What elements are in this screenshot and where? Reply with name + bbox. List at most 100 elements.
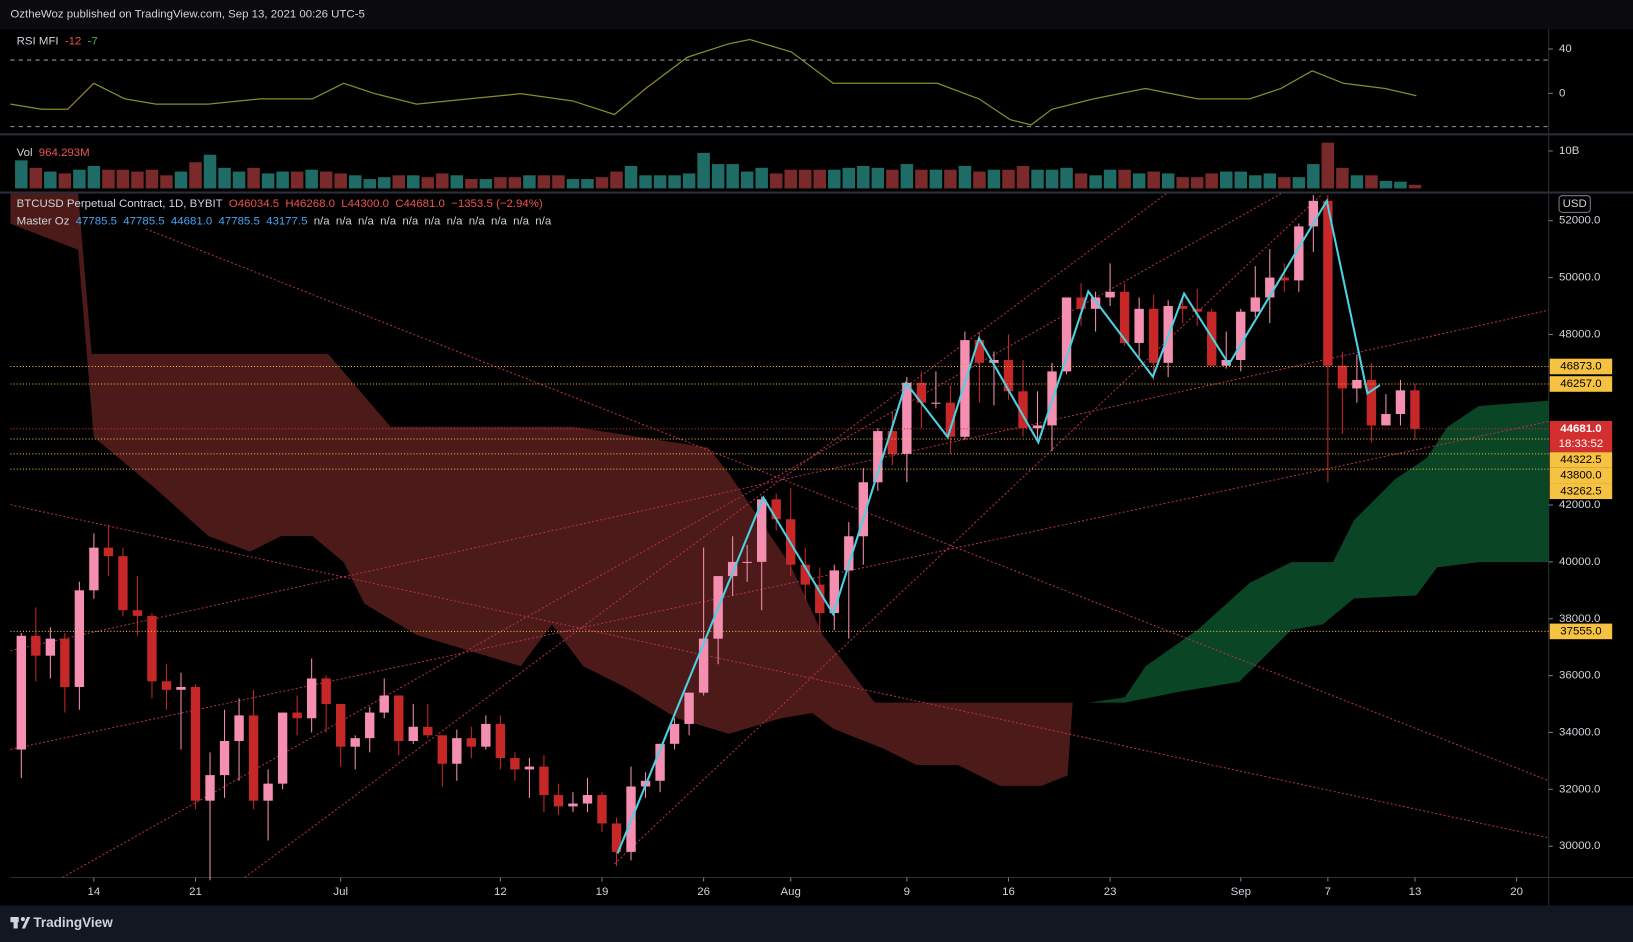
- candle-body: [1032, 425, 1043, 429]
- candle-body: [132, 610, 143, 616]
- y-tick-label: 34000.0: [1559, 726, 1600, 738]
- indicator-name: Master Oz: [17, 216, 70, 228]
- volume-bar: [1263, 173, 1277, 189]
- volume-bar: [450, 175, 464, 189]
- level-label: 44322.5: [1560, 454, 1601, 466]
- volume-bar: [566, 179, 580, 189]
- oscillator-line: [10, 38, 1417, 126]
- volume-bar: [276, 171, 289, 189]
- volume-bar: [1219, 171, 1233, 189]
- volume-bar: [697, 152, 710, 189]
- volume-bar: [334, 173, 347, 189]
- volume-bar: [1118, 169, 1131, 189]
- volume-bar: [1336, 167, 1349, 189]
- volume-bar: [813, 169, 827, 189]
- volume-bar: [392, 175, 406, 189]
- candle-body: [524, 766, 535, 770]
- volume-bar: [828, 169, 841, 189]
- candle-body: [727, 561, 738, 577]
- indicator-value: n/a: [513, 216, 530, 228]
- legend-value: L44300.0: [341, 198, 389, 210]
- candle-body: [1134, 308, 1144, 343]
- candle-body: [1323, 200, 1333, 366]
- volume-bar: [1278, 177, 1291, 189]
- indicator-value: 47785.5: [76, 216, 117, 228]
- oscillator-value: -12: [65, 36, 82, 48]
- volume-bar: [1045, 169, 1059, 189]
- volume-bar: [160, 175, 173, 189]
- candle-body: [495, 723, 506, 759]
- level-label: 43800.0: [1560, 470, 1601, 482]
- candle-body: [176, 686, 186, 690]
- volume-bar: [595, 177, 609, 189]
- candle-body: [539, 766, 549, 796]
- x-tick-label: 16: [1002, 886, 1015, 898]
- volume-bar: [1074, 173, 1088, 189]
- volume-bar: [769, 173, 783, 189]
- volume-name: Vol: [17, 147, 33, 159]
- indicator-value: n/a: [358, 216, 375, 228]
- volume-bar: [1002, 169, 1015, 189]
- volume-bar: [740, 171, 754, 189]
- indicator-value: 47785.5: [123, 216, 164, 228]
- x-tick-label: 13: [1409, 886, 1422, 898]
- candle-body: [1395, 390, 1406, 415]
- candle-body: [669, 723, 680, 744]
- candle-body: [1294, 226, 1304, 281]
- candle-body: [974, 340, 985, 363]
- volume-bar: [987, 169, 1001, 189]
- volume-bar: [639, 175, 652, 189]
- candle-body: [1090, 297, 1101, 309]
- candle-body: [829, 570, 839, 614]
- volume-bar: [1031, 169, 1044, 189]
- candle-body: [931, 402, 941, 404]
- candle-body: [800, 564, 810, 585]
- candle-body: [1265, 277, 1275, 298]
- oscillator-name: RSI MFI: [17, 36, 59, 48]
- header-bar: [0, 0, 1633, 30]
- volume-bar: [944, 169, 957, 189]
- level-label: 43262.5: [1560, 485, 1601, 497]
- candle-body: [45, 638, 56, 656]
- level-label: 46873.0: [1560, 361, 1601, 373]
- volume-bar: [581, 179, 594, 189]
- volume-bar: [73, 169, 86, 189]
- oscillator-tick-label: 0: [1559, 87, 1565, 99]
- x-tick-label: 14: [88, 886, 101, 898]
- volume-bar: [668, 175, 681, 189]
- volume-bar: [407, 175, 420, 189]
- candle-body: [960, 340, 970, 437]
- volume-bar: [755, 167, 768, 189]
- volume-bar: [1132, 173, 1146, 189]
- volume-bar: [1408, 184, 1422, 189]
- x-tick-label: 23: [1104, 886, 1117, 898]
- candle-body: [553, 795, 564, 807]
- x-tick-label: 26: [697, 886, 710, 898]
- candle-body: [219, 740, 230, 776]
- candle-body: [1308, 200, 1319, 227]
- volume-bar: [1234, 171, 1248, 189]
- legend-value: C44681.0: [395, 198, 445, 210]
- candle-body: [292, 712, 302, 719]
- overlay: BTCUSD Perpetual Contract, 1D, BYBIT O460…: [17, 36, 1613, 898]
- indicator-value: n/a: [336, 216, 353, 228]
- volume-bar: [290, 171, 304, 189]
- volume-bar: [1205, 173, 1218, 189]
- volume-bar: [319, 171, 333, 189]
- candle-body: [394, 695, 404, 741]
- candle-body: [916, 382, 927, 403]
- candle-body: [597, 795, 607, 824]
- candle-body: [263, 783, 273, 801]
- candle-body: [684, 692, 694, 724]
- candle-body: [902, 382, 912, 454]
- indicator-value: n/a: [469, 216, 486, 228]
- volume-bar: [1016, 165, 1030, 189]
- indicator-value: n/a: [314, 216, 331, 228]
- candle-body: [873, 431, 883, 483]
- volume-bar: [1350, 175, 1364, 189]
- candle-body: [844, 536, 854, 571]
- volume-bar: [131, 171, 144, 189]
- candle-body: [1003, 360, 1014, 392]
- level-label: 46257.0: [1560, 378, 1601, 390]
- x-tick-label: 7: [1325, 886, 1331, 898]
